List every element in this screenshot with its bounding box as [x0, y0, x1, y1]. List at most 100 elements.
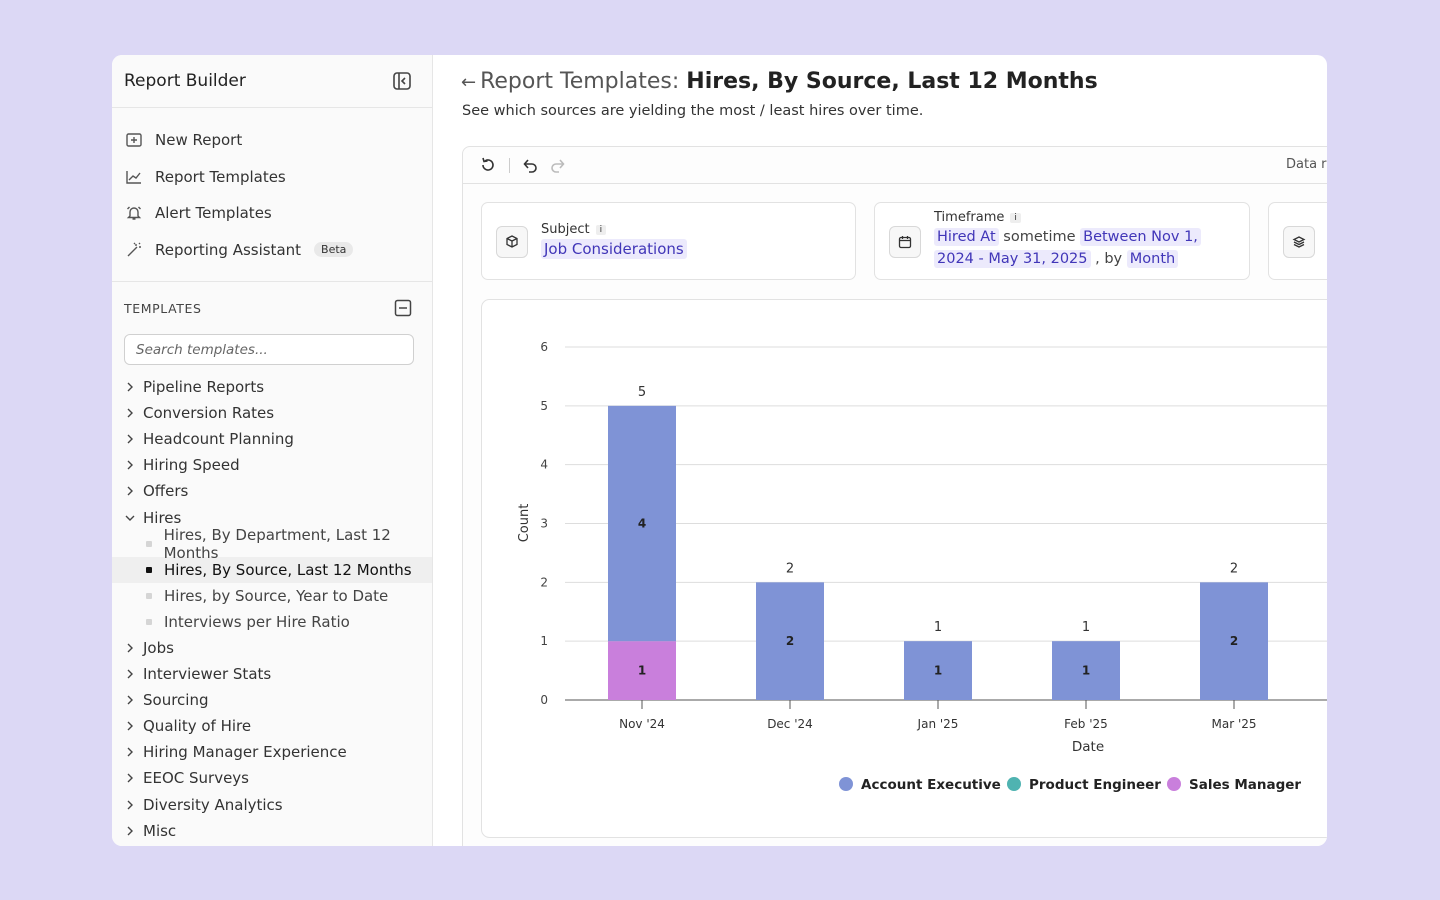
bar-segment	[904, 641, 972, 700]
tree-item[interactable]: Interviews per Hire Ratio	[112, 609, 432, 635]
folder-label: Misc	[143, 821, 177, 840]
nav-icon	[127, 242, 141, 257]
chart-panel	[481, 299, 1327, 838]
nav-icon	[126, 133, 142, 147]
undo-button[interactable]	[521, 156, 539, 174]
segment-label: 2	[786, 634, 794, 648]
x-tick-label: Mar '25	[1211, 717, 1256, 731]
total-label: 1	[934, 620, 942, 635]
chevron	[127, 800, 133, 810]
tree-folder[interactable]: Interviewer Stats	[112, 661, 432, 687]
badge: Beta	[314, 242, 354, 258]
bar-segment	[1052, 641, 1120, 700]
y-tick-label: 2	[540, 575, 548, 589]
folder-label: Pipeline Reports	[143, 378, 265, 397]
chevron	[127, 486, 133, 496]
nav-label: Reporting Assistant	[155, 240, 302, 259]
tree-item[interactable]: Hires, By Source, Last 12 Months	[112, 556, 432, 583]
nav-list: New Report Report Templates Alert Template…	[112, 108, 432, 282]
x-tick-label: Nov '24	[619, 717, 665, 731]
breadcrumb[interactable]: Report Templates:	[480, 69, 680, 94]
subject-card[interactable]: Subject i Job Considerations	[481, 202, 856, 280]
tree-folder[interactable]: Pipeline Reports	[112, 374, 432, 400]
timeframe-label: Timeframe	[934, 210, 1005, 225]
folder-label: Hiring Manager Experience	[143, 743, 347, 762]
folder-label: Quality of Hire	[143, 717, 252, 736]
page-title: Hires, By Source, Last 12 Months	[686, 69, 1098, 94]
x-tick-label: Dec '24	[767, 717, 813, 731]
legend-label: Account Executive	[861, 777, 1001, 793]
nav-label: Alert Templates	[155, 204, 272, 223]
chevron	[127, 695, 133, 705]
tree-folder[interactable]: Hiring Speed	[112, 452, 432, 478]
app-window: Report Builder New Report Report Template…	[112, 55, 1327, 846]
legend-swatch	[839, 777, 853, 791]
tree-folder[interactable]: Quality of Hire	[112, 713, 432, 739]
total-label: 1	[1082, 620, 1090, 635]
tree-folder[interactable]: EEOC Surveys	[112, 765, 432, 791]
timeframe-card[interactable]: Timeframe i Hired At sometime Between Nov…	[874, 202, 1250, 280]
folder-label: Jobs	[143, 638, 174, 657]
x-tick-label: Jan '25	[917, 717, 959, 731]
nav-item[interactable]: New Report	[112, 122, 432, 159]
total-label: 2	[1230, 561, 1238, 576]
x-axis-label: Date	[1072, 739, 1104, 755]
templates-header: TEMPLATES	[112, 282, 432, 334]
refresh-button[interactable]	[479, 156, 497, 174]
item-label: Hires, By Source, Last 12 Months	[164, 560, 412, 579]
y-tick-label: 5	[540, 399, 548, 413]
y-tick-label: 4	[540, 458, 548, 472]
tree-folder[interactable]: Hires	[112, 504, 432, 530]
collapse-all-button[interactable]	[394, 299, 412, 317]
timeframe-chip[interactable]: Month	[1126, 250, 1179, 268]
template-tree: Pipeline Reports Conversion Rates Headcoun…	[112, 374, 432, 844]
redo-button[interactable]	[549, 156, 567, 174]
nav-item[interactable]: Alert Templates	[112, 195, 432, 232]
refresh-status: Data re	[1286, 157, 1327, 172]
legend-swatch	[1167, 777, 1181, 791]
folder-label: Hires	[143, 508, 182, 527]
bullet	[146, 566, 152, 573]
folder-label: Sourcing	[143, 691, 209, 710]
segment-label: 2	[1230, 634, 1238, 648]
tree-folder[interactable]: Jobs	[112, 635, 432, 661]
tree-folder[interactable]: Hiring Manager Experience	[112, 739, 432, 765]
tree-folder[interactable]: Diversity Analytics	[112, 792, 432, 818]
total-label: 5	[638, 385, 646, 400]
tree-item[interactable]: Hires, by Source, Year to Date	[112, 583, 432, 609]
sidebar-header: Report Builder	[112, 55, 432, 108]
tree-folder[interactable]: Conversion Rates	[112, 400, 432, 426]
subject-value[interactable]: Job Considerations	[541, 239, 687, 259]
tree-folder[interactable]: Misc	[112, 818, 432, 844]
collapse-button[interactable]	[392, 71, 412, 91]
segment-label: 1	[638, 664, 646, 678]
chevron	[127, 747, 133, 757]
subject-field: Subject i Job Considerations	[541, 222, 687, 259]
back-arrow[interactable]: ←	[461, 72, 477, 93]
bullet	[146, 618, 152, 625]
group-card[interactable]	[1268, 202, 1327, 280]
total-label: 2	[786, 561, 794, 576]
sidebar-title: Report Builder	[124, 71, 246, 91]
segment-label: 1	[1082, 664, 1090, 678]
chart: 0 1 2 3 4 5 6 Count Date Nov '24 1 4 5 Dec '24 2 2 Jan '…	[481, 299, 1327, 838]
chevron	[127, 826, 133, 836]
chevron	[127, 408, 133, 418]
search-input[interactable]: Search templates...	[124, 334, 414, 365]
tree-folder[interactable]: Offers	[112, 478, 432, 504]
nav-label: New Report	[155, 131, 243, 150]
tree-item[interactable]: Hires, By Department, Last 12 Months	[112, 526, 432, 562]
folder-label: Headcount Planning	[143, 430, 294, 449]
nav-item[interactable]: Report Templates	[112, 159, 432, 196]
timeframe-chip[interactable]: Hired At	[934, 228, 999, 246]
tree-folder[interactable]: Sourcing	[112, 687, 432, 713]
legend-label: Sales Manager	[1189, 777, 1301, 793]
toolbar: Data re	[463, 147, 1327, 184]
bullet	[146, 592, 152, 599]
chevron	[127, 382, 133, 392]
chevron	[127, 773, 133, 783]
group-icon	[1283, 226, 1315, 258]
nav-item[interactable]: Reporting Assistant Beta	[112, 232, 432, 269]
tree-folder[interactable]: Headcount Planning	[112, 426, 432, 452]
